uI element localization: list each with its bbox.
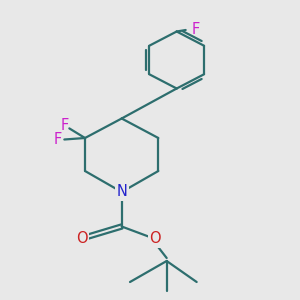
Text: N: N [116,184,127,200]
Text: O: O [149,231,161,246]
Text: F: F [60,118,68,133]
Text: F: F [53,132,62,147]
Text: O: O [76,231,88,246]
Text: F: F [192,22,200,38]
